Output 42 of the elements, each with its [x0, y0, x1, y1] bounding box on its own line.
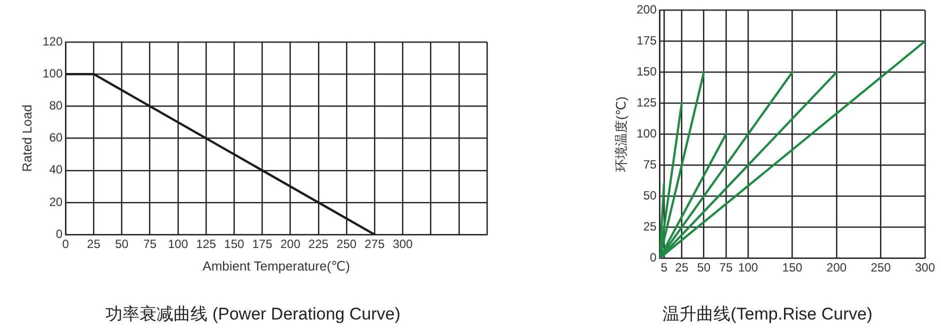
x-tick-label: 75 — [143, 237, 157, 252]
y-tick-label: 40 — [49, 162, 63, 177]
y-tick-label: 150 — [636, 64, 657, 79]
y-tick-label: 25 — [643, 220, 657, 234]
x-tick-label: 250 — [336, 237, 357, 252]
text: 功率衰减曲线 (Power Derationg Curve) — [106, 304, 400, 324]
y-tick-label: 200 — [636, 2, 657, 17]
x-tick-label: 300 — [914, 260, 936, 275]
x-tick-label: 100 — [168, 237, 188, 252]
y-tick-label: 120 — [42, 34, 63, 48]
x-tick-label: 200 — [280, 237, 301, 252]
x-axis-title: Ambient Temperature(℃) — [202, 258, 350, 274]
x-tick-label: 150 — [782, 260, 803, 275]
x-tick-label: 50 — [697, 260, 711, 275]
x-tick-label: 275 — [364, 237, 385, 252]
x-tick-label: 300 — [392, 237, 414, 252]
y-tick-label: 100 — [42, 66, 63, 80]
x-tick-label: 50 — [115, 237, 129, 252]
y-tick-label: 20 — [49, 194, 63, 209]
x-tick-label: 25 — [675, 260, 689, 275]
y-axis-title: Rated Load — [19, 104, 34, 172]
x-tick-label: 200 — [826, 260, 847, 275]
x-tick-label: 100 — [738, 260, 758, 275]
y-tick-label: 80 — [49, 98, 63, 113]
x-tick-label: 125 — [196, 237, 216, 252]
y-tick-label: 125 — [636, 96, 657, 110]
x-tick-label: 175 — [252, 237, 273, 252]
y-tick-label: 0 — [650, 250, 657, 265]
y-tick-label: 60 — [49, 130, 63, 145]
text: 温升曲线(Temp.Rise Curve) — [662, 304, 872, 324]
y-tick-label: 0 — [56, 226, 63, 241]
x-tick-label: 250 — [870, 260, 892, 275]
x-tick-label: 150 — [224, 237, 245, 252]
x-tick-label: 25 — [87, 237, 101, 252]
x-tick-label: 5 — [660, 260, 668, 275]
y-tick-label: 75 — [643, 158, 657, 172]
y-tick-label: 50 — [643, 188, 657, 203]
y-tick-label: 100 — [636, 126, 657, 141]
y-axis-title: 环境温度(℃) — [613, 96, 628, 172]
x-tick-label: 225 — [308, 237, 329, 252]
x-tick-label: 75 — [719, 260, 733, 275]
y-tick-label: 175 — [636, 34, 657, 48]
